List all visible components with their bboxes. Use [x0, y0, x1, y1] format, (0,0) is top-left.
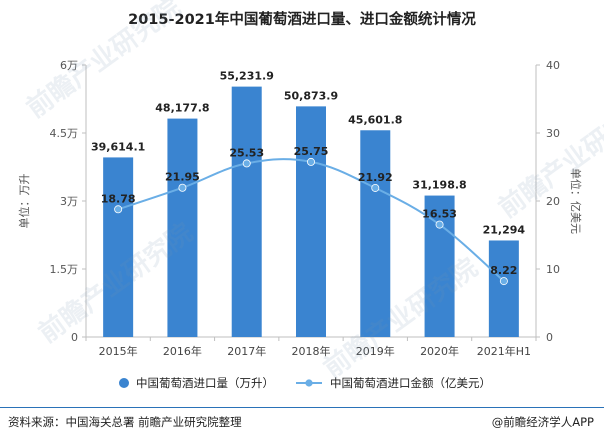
category-label: 2017年 — [227, 344, 266, 358]
category-label: 2021年H1 — [477, 344, 531, 358]
line-point — [499, 277, 508, 286]
line-data-label: 21.95 — [165, 171, 200, 184]
left-tick-label: 6万 — [60, 59, 78, 72]
line-point — [178, 183, 187, 192]
bar — [231, 86, 262, 337]
line-data-label: 18.78 — [101, 192, 136, 205]
bar-data-label: 48,177.8 — [155, 102, 209, 115]
chart-title: 2015-2021年中国葡萄酒进口量、进口金额统计情况 — [128, 12, 476, 28]
line-point — [371, 183, 380, 192]
left-axis-title: 单位：万升 — [17, 174, 31, 229]
bar — [424, 195, 455, 337]
bar — [167, 118, 198, 338]
category-label: 2015年 — [99, 344, 138, 358]
bar — [296, 106, 326, 338]
line-data-label: 25.75 — [294, 145, 329, 158]
line-data-label: 25.53 — [229, 146, 264, 159]
line-point — [242, 159, 251, 168]
bar-data-label: 55,231.9 — [220, 70, 274, 83]
bar-data-label: 50,873.9 — [284, 89, 338, 102]
right-tick-label: 0 — [546, 331, 553, 344]
bar-data-label: 39,614.1 — [91, 140, 145, 153]
bar — [360, 130, 391, 337]
category-label: 2020年 — [420, 344, 459, 358]
left-tick-label: 3万 — [60, 195, 78, 208]
legend-label-volume: 中国葡萄酒进口量（万升） — [136, 376, 274, 390]
bar-data-label: 31,198.8 — [412, 179, 466, 192]
right-axis-title: 单位：亿美元 — [569, 168, 583, 234]
right-tick-label: 10 — [546, 263, 560, 276]
bar — [488, 240, 519, 337]
category-label: 2016年 — [163, 344, 202, 358]
source-note: 资料来源：中国海关总署 前瞻产业研究院整理 — [8, 415, 242, 429]
legend-label-amount: 中国葡萄酒进口金额（亿美元） — [330, 376, 491, 390]
category-label: 2018年 — [292, 344, 331, 358]
bar-data-label: 21,294 — [483, 223, 526, 236]
line-data-label: 21.92 — [358, 171, 393, 184]
bar — [103, 157, 134, 337]
line-point — [435, 220, 444, 229]
brand-credit: @前瞻经济学人APP — [491, 415, 594, 429]
line-point — [306, 157, 315, 166]
right-tick-label: 20 — [546, 195, 560, 208]
right-tick-label: 40 — [546, 59, 560, 72]
footer-divider — [0, 407, 604, 408]
left-tick-label: 0 — [71, 331, 78, 344]
left-tick-label: 1.5万 — [50, 263, 79, 276]
line-point — [114, 205, 123, 214]
line-data-label: 8.22 — [490, 264, 517, 277]
legend-marker-volume — [119, 378, 129, 388]
bar-data-label: 45,601.8 — [348, 113, 402, 126]
right-tick-label: 30 — [546, 127, 560, 140]
legend-marker-amount — [305, 379, 313, 387]
left-tick-label: 4.5万 — [50, 127, 79, 140]
line-data-label: 16.53 — [422, 208, 457, 221]
category-label: 2019年 — [356, 344, 395, 358]
